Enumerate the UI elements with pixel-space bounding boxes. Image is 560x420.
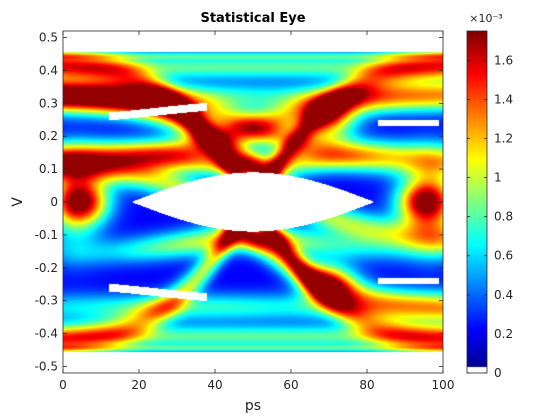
colorbar-exponent-label: ×10⁻³ <box>469 12 502 25</box>
colorbar-tick-label: 0.8 <box>494 210 513 224</box>
colorbar-tick-label: 0.4 <box>494 288 513 302</box>
y-tick-label: -0.1 <box>35 228 58 242</box>
y-axis-label: V <box>10 197 26 207</box>
x-tick-label: 20 <box>131 378 146 392</box>
colorbar-tick-label: 1.6 <box>494 53 513 67</box>
colorbar-ticks: 0 0.2 0.4 0.6 0.8 1 1.2 1.4 1.6 <box>467 53 513 380</box>
colorbar-tick-label: 0.2 <box>494 327 513 341</box>
y-tick-label: -0.5 <box>35 359 58 373</box>
y-tick-label: 0.1 <box>39 162 58 176</box>
chart-title: Statistical Eye <box>200 11 305 26</box>
y-axis: 0.5 0.4 0.3 0.2 0.1 0 -0.1 -0.2 -0.3 -0.4 -0.5 <box>35 31 443 373</box>
colorbar: 0 0.2 0.4 0.6 0.8 1 1.2 1.4 1.6 ×10⁻³ <box>466 12 513 380</box>
y-tick-label: 0.3 <box>39 96 58 110</box>
y-tick-label: -0.4 <box>35 327 58 341</box>
y-tick-label: 0.2 <box>39 129 58 143</box>
y-tick-label: 0.5 <box>39 31 58 45</box>
x-axis: 0 20 40 60 80 100 <box>59 31 454 392</box>
x-tick-label: 100 <box>432 378 455 392</box>
x-tick-label: 60 <box>283 378 298 392</box>
colorbar-tick-label: 1.4 <box>494 92 513 106</box>
x-tick-label: 0 <box>59 378 67 392</box>
x-axis-label: ps <box>245 398 261 414</box>
x-tick-label: 80 <box>359 378 374 392</box>
y-tick-label: 0.4 <box>39 63 58 77</box>
y-tick-label: -0.2 <box>35 261 58 275</box>
eye-density-heatmap <box>63 31 443 373</box>
colorbar-frame <box>466 30 488 374</box>
colorbar-tick-label: 0 <box>494 366 502 380</box>
colorbar-gradient <box>467 31 487 373</box>
x-tick-label: 40 <box>207 378 222 392</box>
colorbar-tick-label: 1 <box>494 171 502 185</box>
colorbar-tick-label: 0.6 <box>494 249 513 263</box>
y-tick-label: -0.3 <box>35 294 58 308</box>
colorbar-tick-label: 1.2 <box>494 131 513 145</box>
y-tick-label: 0 <box>50 195 58 209</box>
plot-area: 0 20 40 60 80 100 0.5 0.4 0.3 0.2 0.1 0 -0.1 -0.2 -0.… <box>35 31 455 392</box>
